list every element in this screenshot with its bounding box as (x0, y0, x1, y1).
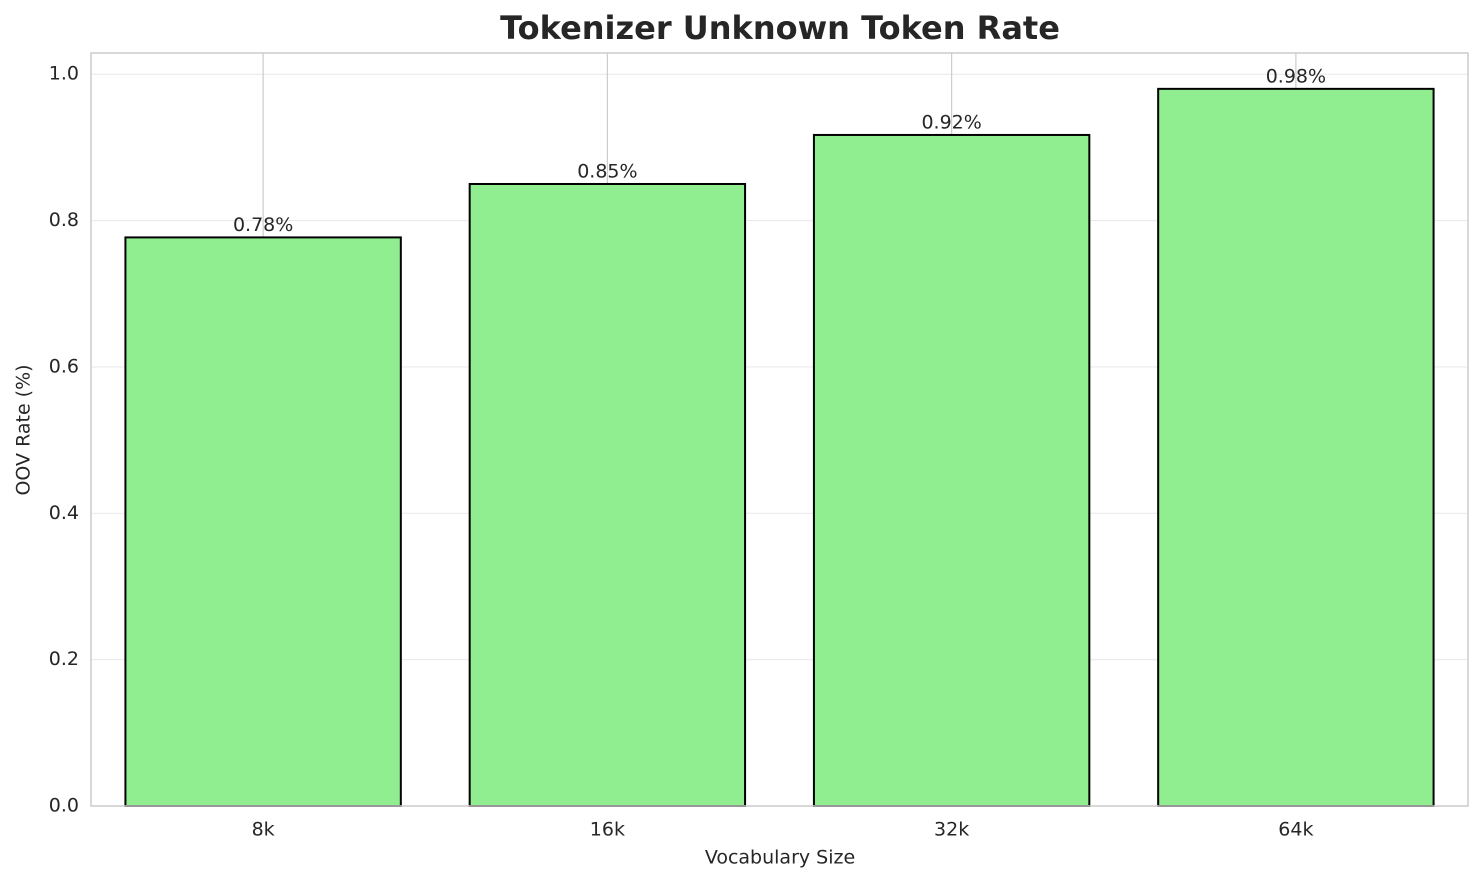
bar (468, 182, 747, 807)
plot-area: 0.0 0.2 0.4 0.6 0.8 1.0 8k 0.78% 16k 0.85% 32k 0.92… (49, 53, 1468, 841)
x-tick-label: 32k (934, 819, 969, 841)
value-label: 0.92% (921, 111, 981, 133)
value-label: 0.78% (233, 214, 293, 236)
y-tick-label: 0.2 (49, 648, 79, 670)
bar (124, 236, 402, 808)
bar (812, 133, 1091, 808)
bar (1157, 87, 1435, 808)
x-tick-label: 16k (590, 819, 625, 841)
y-axis-label: OOV Rate (%) (13, 364, 35, 495)
plot-frame (90, 52, 1469, 807)
x-tick-label: 64k (1278, 819, 1313, 841)
x-axis-label: Vocabulary Size (705, 847, 855, 869)
y-tick-label: 0.4 (49, 502, 79, 524)
x-tick-label: 8k (252, 819, 275, 841)
y-tick-label: 0.8 (49, 209, 79, 231)
value-label: 0.98% (1266, 65, 1326, 87)
value-label: 0.85% (577, 160, 637, 182)
y-tick-label: 0.0 (49, 795, 79, 817)
chart-title: Tokenizer Unknown Token Rate (500, 9, 1060, 47)
y-tick-label: 1.0 (49, 63, 79, 85)
y-tick-label: 0.6 (49, 355, 79, 377)
